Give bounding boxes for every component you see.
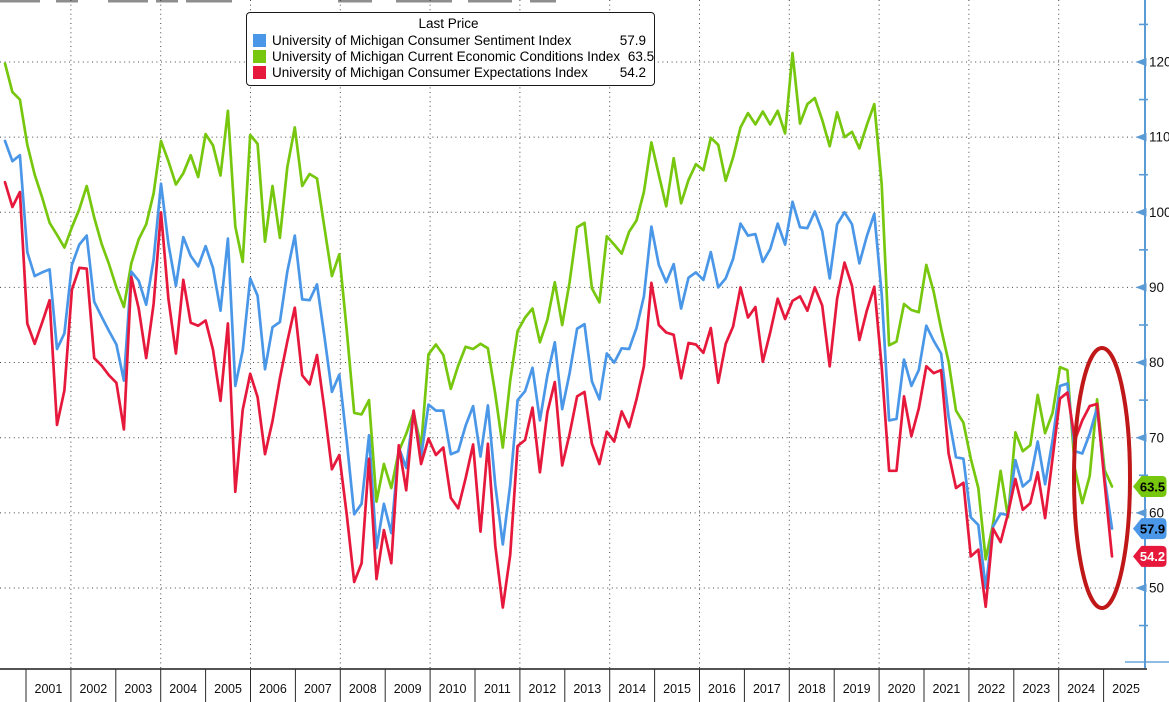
y-axis-right: 50 60 70 80 90 100 110 120 (1125, 0, 1169, 668)
x-year-label: 2021 (933, 682, 961, 696)
x-year-label: 2022 (977, 682, 1005, 696)
y-tick-arrow-icon (1135, 358, 1147, 367)
badge-value: 57.9 (1140, 521, 1165, 536)
conditions-price-badge: 63.5 (1133, 476, 1167, 498)
legend-value: 54.2 (619, 64, 646, 80)
legend-row-sentiment: University of Michigan Consumer Sentimen… (251, 32, 646, 48)
badge-value: 54.2 (1140, 549, 1165, 564)
legend-label: University of Michigan Current Economic … (272, 48, 621, 64)
y-tick-arrow-icon (1135, 433, 1147, 442)
top-crop-artifact (0, 0, 556, 3)
expectations-swatch-icon (253, 65, 266, 79)
y-tick-label: 80 (1149, 355, 1164, 370)
legend-title: Last Price (418, 16, 479, 31)
y-tick-arrow-icon (1135, 57, 1147, 67)
x-year-label: 2001 (35, 682, 63, 696)
y-tick-arrow-icon (1135, 132, 1147, 142)
legend-label: University of Michigan Consumer Sentimen… (272, 32, 572, 48)
sentiment-line (3, 139, 1114, 590)
expectations-line (3, 180, 1114, 609)
y-tick-label: 60 (1149, 505, 1164, 520)
legend-row-conditions: University of Michigan Current Economic … (251, 48, 654, 64)
x-year-label: 2010 (439, 682, 467, 696)
x-year-label: 2019 (843, 682, 871, 696)
y-tick-label: 70 (1149, 430, 1164, 445)
x-year-label: 2002 (79, 682, 107, 696)
x-year-label: 2009 (394, 682, 422, 696)
x-year-label: 2017 (753, 682, 781, 696)
x-year-label: 2020 (888, 682, 916, 696)
y-tick-arrow-icon (1135, 583, 1147, 593)
x-year-label: 2008 (349, 682, 377, 696)
x-year-label: 2015 (663, 682, 691, 696)
x-year-label: 2005 (214, 682, 242, 696)
x-year-label: 2023 (1022, 682, 1050, 696)
sentiment-swatch-icon (253, 33, 266, 47)
conditions-swatch-icon (253, 49, 266, 63)
y-tick-arrow-icon (1135, 283, 1147, 292)
y-tick-arrow-icon (1135, 508, 1147, 518)
y-tick-label: 120 (1149, 55, 1169, 70)
legend-label: University of Michigan Consumer Expectat… (272, 64, 588, 80)
highlight-ellipse-annotation (1072, 346, 1132, 610)
conditions-line (3, 51, 1114, 561)
y-tick-label: 90 (1149, 280, 1164, 295)
x-year-label: 2011 (484, 682, 511, 696)
x-year-label: 2024 (1067, 682, 1095, 696)
y-tick-label: 50 (1149, 581, 1164, 596)
sentiment-price-badge: 57.9 (1133, 518, 1167, 540)
x-year-label: 2003 (124, 682, 152, 696)
x-axis-bottom: 2001 2002 2003 2004 2005 2006 2007 2008 2009 2010… (0, 668, 1147, 702)
y-tick-label: 110 (1149, 130, 1169, 145)
x-year-label: 2018 (798, 682, 826, 696)
legend-value: 63.5 (627, 48, 655, 64)
gridlines (0, 0, 1145, 669)
badge-value: 63.5 (1140, 479, 1165, 494)
x-year-label: 2025 (1112, 682, 1140, 696)
legend-row-expectations: University of Michigan Consumer Expectat… (251, 64, 646, 80)
x-year-label: 2004 (169, 682, 197, 696)
x-year-label: 2014 (618, 682, 646, 696)
x-year-label: 2007 (304, 682, 332, 696)
legend-value: 57.9 (619, 32, 646, 48)
y-tick-arrow-icon (1135, 208, 1147, 217)
expectations-price-badge: 54.2 (1133, 545, 1167, 567)
x-year-label: 2006 (259, 682, 287, 696)
x-year-label: 2012 (528, 682, 556, 696)
x-year-label: 2016 (708, 682, 736, 696)
x-year-label: 2013 (573, 682, 601, 696)
legend-box: Last Price University of Michigan Consum… (246, 12, 655, 86)
y-tick-label: 100 (1149, 205, 1169, 220)
